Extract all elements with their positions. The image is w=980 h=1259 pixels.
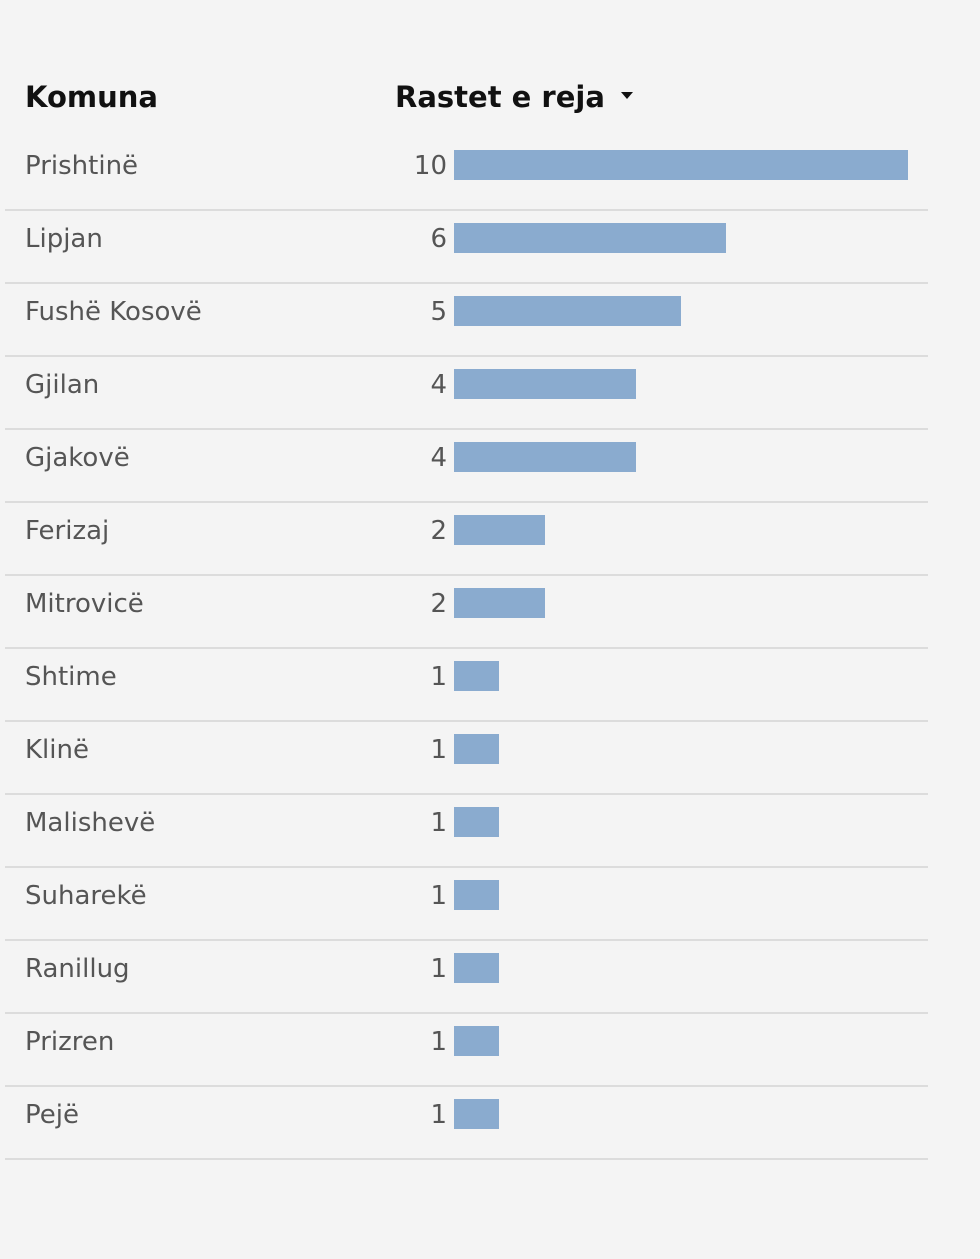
table-row: Shtime 1 (5, 649, 928, 722)
table-header: Komuna Rastet e reja (5, 60, 928, 138)
value-bar (454, 1099, 499, 1129)
row-name: Prizren (25, 1027, 115, 1057)
value-bar (454, 1026, 499, 1056)
row-name: Fushë Kosovë (25, 297, 202, 327)
table-row: Mitrovicë 2 (5, 576, 928, 649)
row-name: Malishevë (25, 808, 156, 838)
table-row: Prizren 1 (5, 1014, 928, 1087)
table-row: Ranillug 1 (5, 941, 928, 1014)
row-name: Gjilan (25, 370, 100, 400)
caret-down-icon (620, 91, 633, 99)
row-name: Lipjan (25, 224, 103, 254)
row-name: Prishtinë (25, 151, 139, 181)
row-value: 2 (430, 589, 447, 619)
row-value: 10 (413, 151, 447, 181)
value-bar (454, 807, 499, 837)
row-name: Ferizaj (25, 516, 110, 546)
row-value: 1 (430, 662, 447, 692)
table-row: Gjakovë 4 (5, 430, 928, 503)
row-name: Ranillug (25, 954, 130, 984)
table-row: Pejë 1 (5, 1087, 928, 1160)
row-name: Shtime (25, 662, 117, 692)
value-bar (454, 734, 499, 764)
row-value: 1 (430, 735, 447, 765)
row-value: 1 (430, 1100, 447, 1130)
value-bar (454, 515, 545, 545)
row-value: 5 (430, 297, 447, 327)
value-bar (454, 953, 499, 983)
value-bar (454, 369, 636, 399)
row-name: Suharekë (25, 881, 147, 911)
table-row: Prishtinë 10 (5, 138, 928, 211)
value-bar (454, 150, 908, 180)
value-bar (454, 588, 545, 618)
row-value: 4 (430, 443, 447, 473)
value-bar (454, 442, 636, 472)
row-name: Gjakovë (25, 443, 130, 473)
row-value: 2 (430, 516, 447, 546)
value-bar (454, 661, 499, 691)
row-value: 1 (430, 881, 447, 911)
row-name: Pejë (25, 1100, 79, 1130)
row-value: 1 (430, 954, 447, 984)
table-body: Prishtinë 10 Lipjan 6 Fushë Kosovë 5 Gjilan 4 Gj… (5, 138, 928, 1160)
table-row: Suharekë 1 (5, 868, 928, 941)
row-value: 1 (430, 1027, 447, 1057)
table-row: Ferizaj 2 (5, 503, 928, 576)
column-header-rastet-label: Rastet e reja (395, 80, 605, 114)
data-table: Komuna Rastet e reja Prishtinë 10 Lipjan 6 F… (5, 60, 928, 1160)
table-row: Gjilan 4 (5, 357, 928, 430)
value-bar (454, 223, 726, 253)
value-bar (454, 296, 681, 326)
row-value: 4 (430, 370, 447, 400)
table-row: Malishevë 1 (5, 795, 928, 868)
row-name: Klinë (25, 735, 89, 765)
value-bar (454, 880, 499, 910)
row-value: 1 (430, 808, 447, 838)
column-header-rastet-e-reja[interactable]: Rastet e reja (395, 80, 633, 114)
column-header-komuna[interactable]: Komuna (25, 80, 158, 114)
row-value: 6 (430, 224, 447, 254)
table-row: Lipjan 6 (5, 211, 928, 284)
table-row: Klinë 1 (5, 722, 928, 795)
row-name: Mitrovicë (25, 589, 144, 619)
table-row: Fushë Kosovë 5 (5, 284, 928, 357)
